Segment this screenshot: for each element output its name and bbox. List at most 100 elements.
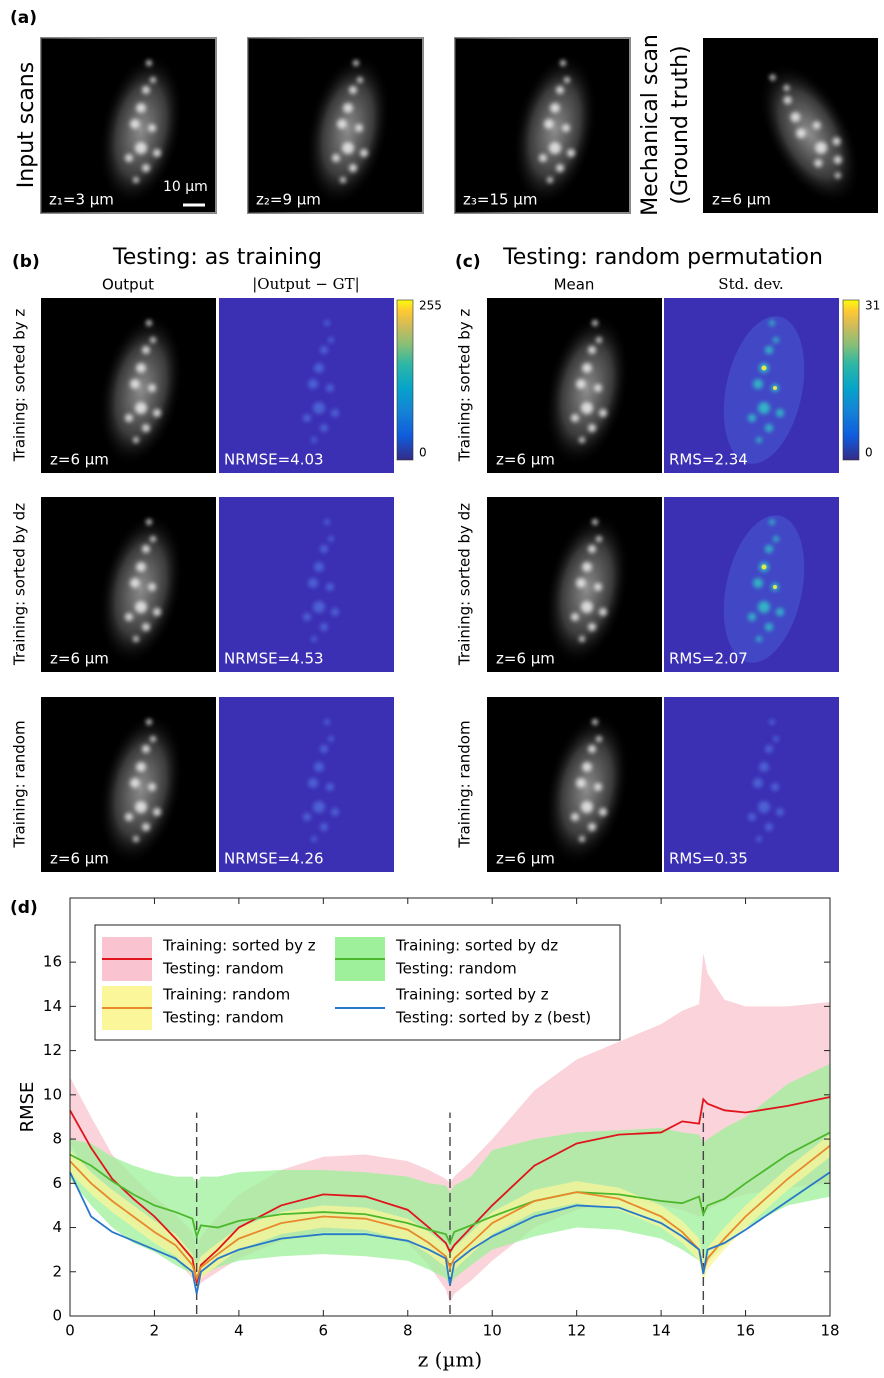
- y-axis-label: RMSE: [17, 1082, 38, 1133]
- micrograph: [40, 37, 217, 215]
- micrograph: [219, 497, 394, 672]
- column-title: Output: [102, 276, 154, 294]
- vignette: [248, 38, 423, 213]
- panel-label: (a): [10, 8, 37, 28]
- image-label: z=6 µm: [496, 850, 555, 868]
- y-tick-label: 2: [52, 1262, 62, 1280]
- x-tick-label: 16: [736, 1322, 755, 1340]
- image-metric: NRMSE=4.53: [224, 650, 324, 668]
- image-metric: RMS=0.35: [669, 850, 748, 868]
- micrograph: [487, 497, 662, 674]
- micrograph: [703, 34, 884, 235]
- series-line: [69, 1131, 831, 1246]
- y-tick-label: 0: [52, 1307, 62, 1325]
- micrograph: [487, 298, 662, 475]
- vignette: [41, 697, 216, 872]
- micrograph: [454, 37, 631, 215]
- gt-title: Mechanical scan: [638, 34, 663, 216]
- image-label: z=6 µm: [712, 191, 771, 209]
- legend-label: Training: sorted by z: [162, 937, 316, 955]
- series-line: [69, 1096, 831, 1284]
- image-label: z=6 µm: [496, 650, 555, 668]
- x-tick-label: 8: [403, 1322, 413, 1340]
- column-title: Std. dev.: [718, 275, 783, 293]
- legend-label: Testing: random: [162, 1009, 284, 1027]
- image-metric: NRMSE=4.26: [224, 850, 324, 868]
- row-title: Training: random: [11, 720, 29, 848]
- series-line: [69, 1171, 831, 1295]
- image-metric: RMS=2.34: [669, 451, 748, 469]
- axes-box: [69, 897, 831, 1317]
- y-tick-label: 10: [43, 1085, 62, 1103]
- colorbar-label: 0: [865, 446, 873, 460]
- y-tick-label: 8: [52, 1130, 62, 1148]
- x-tick-label: 0: [65, 1322, 75, 1340]
- y-tick-label: 4: [52, 1218, 62, 1236]
- micrograph: [664, 697, 839, 872]
- x-tick-label: 18: [820, 1322, 839, 1340]
- y-tick-label: 14: [43, 997, 62, 1015]
- panel-label: (b): [12, 252, 40, 272]
- panel-label: (d): [10, 898, 38, 918]
- vignette: [487, 298, 662, 473]
- image-label: z=6 µm: [496, 451, 555, 469]
- vignette: [487, 497, 662, 672]
- micrograph: [219, 697, 394, 872]
- y-tick-label: 16: [43, 953, 62, 971]
- colorbar-label: 0: [419, 446, 427, 460]
- vignette: [41, 298, 216, 473]
- x-tick-label: 6: [319, 1322, 329, 1340]
- column-title: |Output − GT|: [252, 275, 359, 293]
- legend-label: Training: random: [162, 986, 290, 1004]
- legend-label: Testing: random: [395, 960, 517, 978]
- x-tick-label: 10: [483, 1322, 502, 1340]
- panel-label: (c): [455, 252, 481, 272]
- plot-area: [69, 953, 831, 1314]
- image-background: [219, 298, 394, 473]
- y-tick-label: 6: [52, 1174, 62, 1192]
- row-title: Training: sorted by z: [11, 309, 29, 463]
- colorbar: [842, 299, 860, 461]
- vignette: [487, 697, 662, 872]
- row-title: Training: sorted by dz: [456, 503, 474, 666]
- row-title: Training: sorted by dz: [11, 503, 29, 666]
- legend-label: Training: sorted by z: [395, 986, 549, 1004]
- image-label: z₁=3 µm: [49, 191, 114, 209]
- legend-label: Training: sorted by dz: [395, 937, 558, 955]
- x-tick-label: 2: [150, 1322, 160, 1340]
- image-background: [664, 697, 839, 872]
- x-tick-label: 12: [567, 1322, 586, 1340]
- micrograph: [41, 298, 216, 475]
- row-title: Training: random: [456, 720, 474, 848]
- image-label: z₂=9 µm: [256, 191, 321, 209]
- legend-label: Testing: sorted by z (best): [395, 1009, 591, 1027]
- colorbar: [396, 299, 414, 461]
- colorbar-label: 255: [419, 299, 442, 313]
- micrograph: [664, 497, 839, 672]
- micrograph: [487, 697, 662, 874]
- vignette: [703, 38, 878, 213]
- colorbar-label: 31: [865, 299, 880, 313]
- row-title: Training: sorted by z: [456, 309, 474, 463]
- image-metric: RMS=2.07: [669, 650, 748, 668]
- vignette: [455, 38, 630, 213]
- micrograph: [664, 298, 839, 473]
- error-band: [70, 1134, 830, 1290]
- image-label: z=6 µm: [50, 451, 109, 469]
- micrograph: [41, 697, 216, 874]
- image-background: [219, 497, 394, 672]
- legend-label: Testing: random: [162, 960, 284, 978]
- image-label: z=6 µm: [50, 650, 109, 668]
- column-title: Mean: [554, 276, 595, 294]
- image-metric: NRMSE=4.03: [224, 451, 324, 469]
- panel-title: Testing: as training: [112, 245, 322, 270]
- micrograph: [247, 37, 424, 215]
- gt-title: (Ground truth): [668, 45, 693, 204]
- image-background: [219, 697, 394, 872]
- vignette: [41, 38, 216, 213]
- x-tick-label: 14: [652, 1322, 671, 1340]
- x-tick-label: 4: [234, 1322, 244, 1340]
- scale-bar-label: 10 µm: [163, 179, 208, 195]
- x-axis-label: z (µm): [418, 1348, 482, 1372]
